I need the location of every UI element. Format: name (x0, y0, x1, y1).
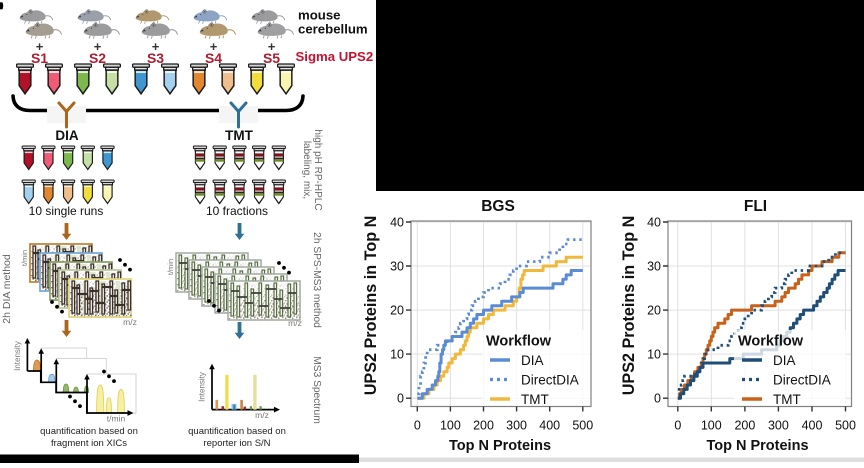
svg-text:Sigma UPS2: Sigma UPS2 (296, 49, 374, 64)
svg-text:DIA: DIA (55, 128, 79, 143)
svg-text:DIA: DIA (773, 353, 796, 368)
svg-text:10 fractions: 10 fractions (206, 204, 268, 218)
svg-text:t/min: t/min (166, 259, 175, 275)
svg-text:0: 0 (674, 419, 681, 433)
svg-text:500: 500 (835, 419, 856, 433)
svg-text:FLI: FLI (744, 198, 767, 215)
svg-text:Workflow: Workflow (486, 334, 552, 350)
svg-text:quantification based on: quantification based on (188, 426, 286, 437)
svg-text:200: 200 (473, 419, 494, 433)
svg-text:fragment ion XICs: fragment ion XICs (51, 438, 127, 449)
svg-text:MS3 Spectrum: MS3 Spectrum (311, 356, 322, 423)
svg-text:40: 40 (647, 216, 661, 230)
svg-text:Top N Proteins: Top N Proteins (706, 438, 808, 454)
svg-text:100: 100 (440, 419, 461, 433)
svg-text:S3: S3 (147, 50, 164, 66)
svg-text:+: + (268, 39, 276, 54)
svg-text:Top N Proteins: Top N Proteins (449, 438, 551, 454)
svg-text:TMT: TMT (225, 128, 253, 143)
svg-text:m/z: m/z (288, 318, 302, 328)
svg-text:2h DIA method: 2h DIA method (1, 254, 13, 324)
svg-text:BGS: BGS (481, 198, 515, 215)
svg-text:m/z: m/z (255, 410, 269, 420)
svg-text:+: + (152, 39, 160, 54)
svg-text:quantification based on: quantification based on (40, 426, 138, 437)
svg-text:t/min: t/min (107, 414, 126, 424)
svg-text:20: 20 (390, 304, 404, 318)
svg-text:300: 300 (506, 419, 527, 433)
svg-text:cerebellum: cerebellum (298, 22, 368, 37)
svg-text:UPS2 Proteins in Top N: UPS2 Proteins in Top N (362, 216, 380, 396)
svg-text:mouse: mouse (298, 8, 341, 23)
svg-text:high pH RP-HPLC: high pH RP-HPLC (312, 129, 323, 210)
svg-text:S1: S1 (31, 50, 48, 66)
svg-text:UPS2 Proteins in Top N: UPS2 Proteins in Top N (620, 216, 638, 396)
svg-text:2h SPS-MS3 method: 2h SPS-MS3 method (311, 232, 322, 328)
svg-text:TMT: TMT (773, 392, 801, 407)
svg-text:0: 0 (654, 392, 661, 406)
svg-text:m/z: m/z (123, 317, 137, 327)
svg-text:400: 400 (802, 419, 823, 433)
svg-text:500: 500 (572, 419, 593, 433)
svg-text:DIA: DIA (521, 353, 544, 368)
svg-text:40: 40 (390, 216, 404, 230)
svg-text:reporter ion S/N: reporter ion S/N (203, 438, 270, 449)
svg-text:DirectDIA: DirectDIA (521, 373, 579, 388)
svg-text:TMT: TMT (521, 392, 549, 407)
svg-text:t/min: t/min (20, 250, 29, 266)
svg-text:300: 300 (768, 419, 789, 433)
svg-text:+: + (36, 39, 44, 54)
svg-text:10: 10 (390, 348, 404, 362)
svg-text:S5: S5 (263, 50, 280, 66)
svg-text:Intensity: Intensity (198, 372, 207, 402)
svg-text:100: 100 (701, 419, 722, 433)
svg-text:30: 30 (390, 260, 404, 274)
svg-text:S4: S4 (205, 50, 222, 66)
svg-text:0: 0 (397, 392, 404, 406)
svg-text:10 single runs: 10 single runs (29, 204, 104, 218)
svg-text:+: + (210, 39, 218, 54)
svg-text:Workflow: Workflow (738, 334, 804, 350)
svg-text:S2: S2 (89, 50, 106, 66)
svg-text:+: + (94, 39, 102, 54)
svg-text:10: 10 (647, 348, 661, 362)
svg-text:20: 20 (647, 304, 661, 318)
svg-text:labeling, mix,: labeling, mix, (301, 141, 312, 199)
svg-text:200: 200 (734, 419, 755, 433)
svg-text:400: 400 (539, 419, 560, 433)
svg-text:0: 0 (414, 419, 421, 433)
svg-text:Intensity: Intensity (13, 341, 22, 371)
svg-text:30: 30 (647, 260, 661, 274)
svg-text:DirectDIA: DirectDIA (773, 373, 831, 388)
